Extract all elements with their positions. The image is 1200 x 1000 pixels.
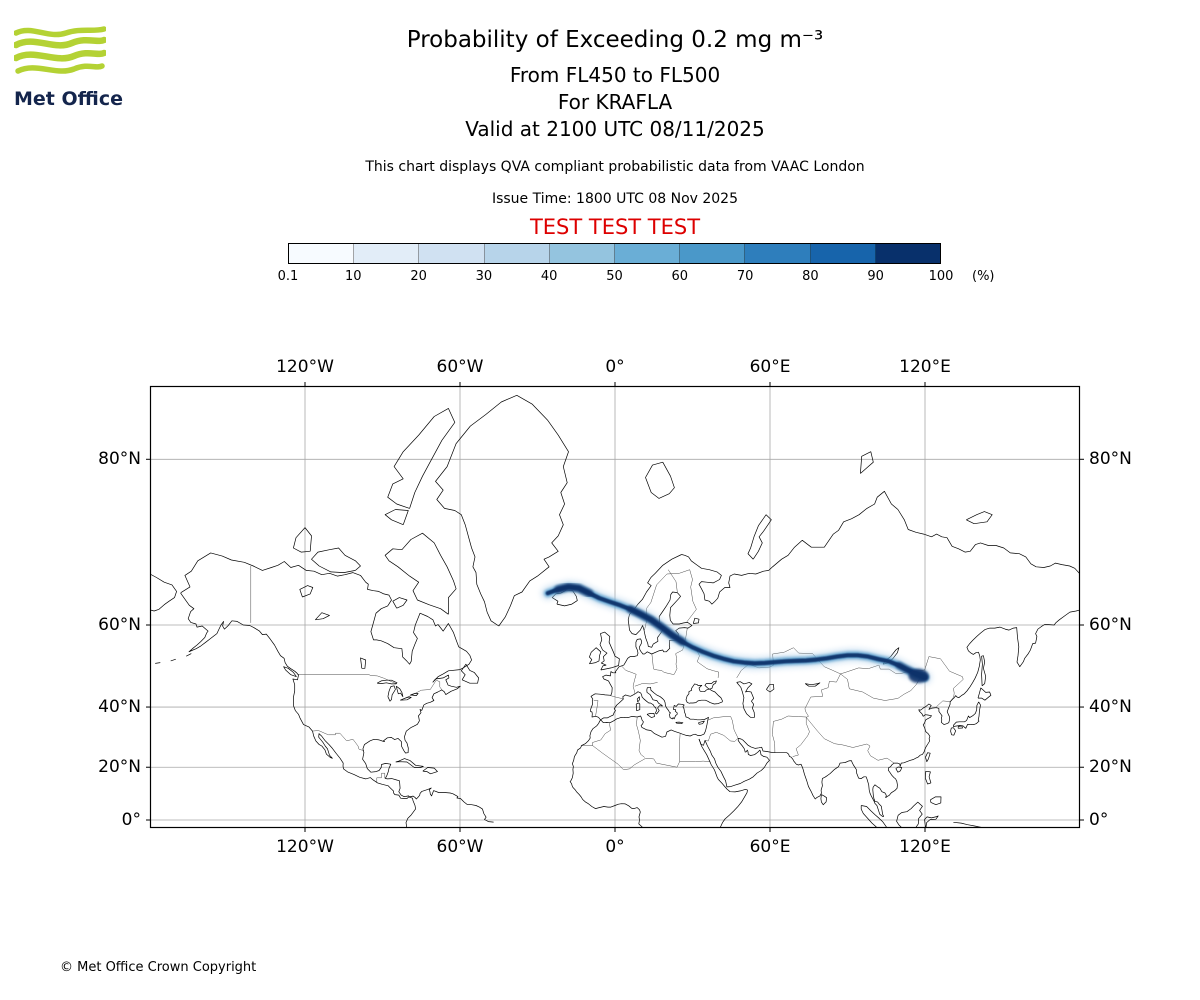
colorbar-cell bbox=[549, 244, 616, 263]
lon-tick-label-top: 60°E bbox=[749, 357, 791, 377]
ash-plume bbox=[540, 579, 932, 685]
lat-tick-label-right: 20°N bbox=[1089, 757, 1132, 778]
valid-time-subtitle: Valid at 2100 UTC 08/11/2025 bbox=[465, 117, 765, 141]
colorbar-tick-label: 80 bbox=[802, 269, 819, 284]
met-office-logo-waves bbox=[12, 26, 108, 74]
probability-colorbar: 0.1 10 20 30 40 50 60 70 80 90 100 (%) bbox=[278, 243, 995, 288]
met-office-wordmark: Met Office bbox=[14, 88, 123, 110]
colorbar-tick-label: 20 bbox=[410, 269, 427, 284]
lon-tick-label-bottom: 120°W bbox=[276, 837, 334, 857]
world-map bbox=[146, 382, 1084, 832]
map-area: 120°W 120°W 60°W 60°W 0° 0° 60°E 60°E 120°E 120°E… bbox=[98, 357, 1132, 857]
lat-tick-label-left: 20°N bbox=[98, 757, 141, 778]
met-office-logo: Met Office bbox=[12, 24, 124, 110]
lon-tick-label-bottom: 60°E bbox=[749, 837, 791, 857]
lat-tick-label-left: 40°N bbox=[98, 697, 141, 718]
colorbar-cell bbox=[745, 244, 811, 263]
issue-time-text: Issue Time: 1800 UTC 08 Nov 2025 bbox=[491, 191, 739, 207]
lat-tick-label-left: 60°N bbox=[98, 615, 141, 635]
colorbar-tick-label: 0.1 bbox=[277, 269, 299, 284]
colorbar-cells bbox=[288, 243, 941, 264]
lat-tick-label-right: 40°N bbox=[1089, 697, 1132, 718]
lon-tick-label-bottom: 60°W bbox=[436, 837, 484, 857]
lon-tick-label-top: 0° bbox=[605, 357, 625, 377]
colorbar-tick-label: 10 bbox=[345, 269, 362, 284]
colorbar-cell bbox=[875, 244, 941, 263]
colorbar-unit-label: (%) bbox=[972, 269, 995, 284]
colorbar-cell bbox=[354, 244, 420, 263]
colorbar-cell bbox=[810, 244, 876, 263]
lat-tick-label-left: 0° bbox=[121, 810, 141, 830]
lat-tick-label-right: 80°N bbox=[1089, 449, 1132, 470]
map-frame bbox=[149, 385, 1081, 829]
lon-tick-label-bottom: 120°E bbox=[899, 837, 951, 857]
flight-level-subtitle: From FL450 to FL500 bbox=[509, 63, 721, 87]
map-layers bbox=[150, 386, 1080, 828]
lon-tick-label-top: 120°E bbox=[899, 357, 951, 377]
colorbar-tick-label: 100 bbox=[928, 269, 954, 284]
axis-ticks bbox=[146, 382, 1084, 832]
colorbar-tick-label: 30 bbox=[475, 269, 493, 284]
colorbar-tick-labels: 0.1 10 20 30 40 50 60 70 80 90 100 (%) bbox=[278, 269, 995, 287]
test-banner: TEST TEST TEST bbox=[529, 215, 701, 239]
colorbar-tick-label: 90 bbox=[867, 269, 884, 284]
colorbar-tick-label: 50 bbox=[606, 269, 623, 284]
colorbar-cell bbox=[484, 244, 550, 263]
colorbar-cell bbox=[419, 244, 485, 263]
lat-tick-label-left: 80°N bbox=[98, 449, 141, 470]
qva-compliance-note: This chart displays QVA compliant probab… bbox=[365, 159, 865, 175]
lon-tick-label-top: 120°W bbox=[276, 357, 334, 377]
volcano-subtitle: For KRAFLA bbox=[557, 90, 673, 114]
colorbar-tick-label: 40 bbox=[540, 269, 558, 284]
lat-tick-label-right: 60°N bbox=[1089, 615, 1132, 635]
chart-title: Probability of Exceeding 0.2 mg m⁻³ bbox=[406, 27, 824, 53]
plume-end-blob bbox=[908, 668, 929, 683]
lon-tick-label-top: 60°W bbox=[436, 357, 484, 377]
colorbar-cell bbox=[289, 244, 355, 263]
colorbar-tick-label: 60 bbox=[671, 269, 689, 284]
lat-tick-label-right: 0° bbox=[1089, 810, 1109, 830]
colorbar-cell bbox=[680, 244, 746, 263]
lon-tick-label-bottom: 0° bbox=[605, 837, 625, 857]
copyright-notice: © Met Office Crown Copyright bbox=[60, 960, 257, 975]
coastlines-layer bbox=[150, 394, 1080, 828]
colorbar-tick-label: 70 bbox=[736, 269, 754, 284]
colorbar-cell bbox=[615, 244, 681, 263]
